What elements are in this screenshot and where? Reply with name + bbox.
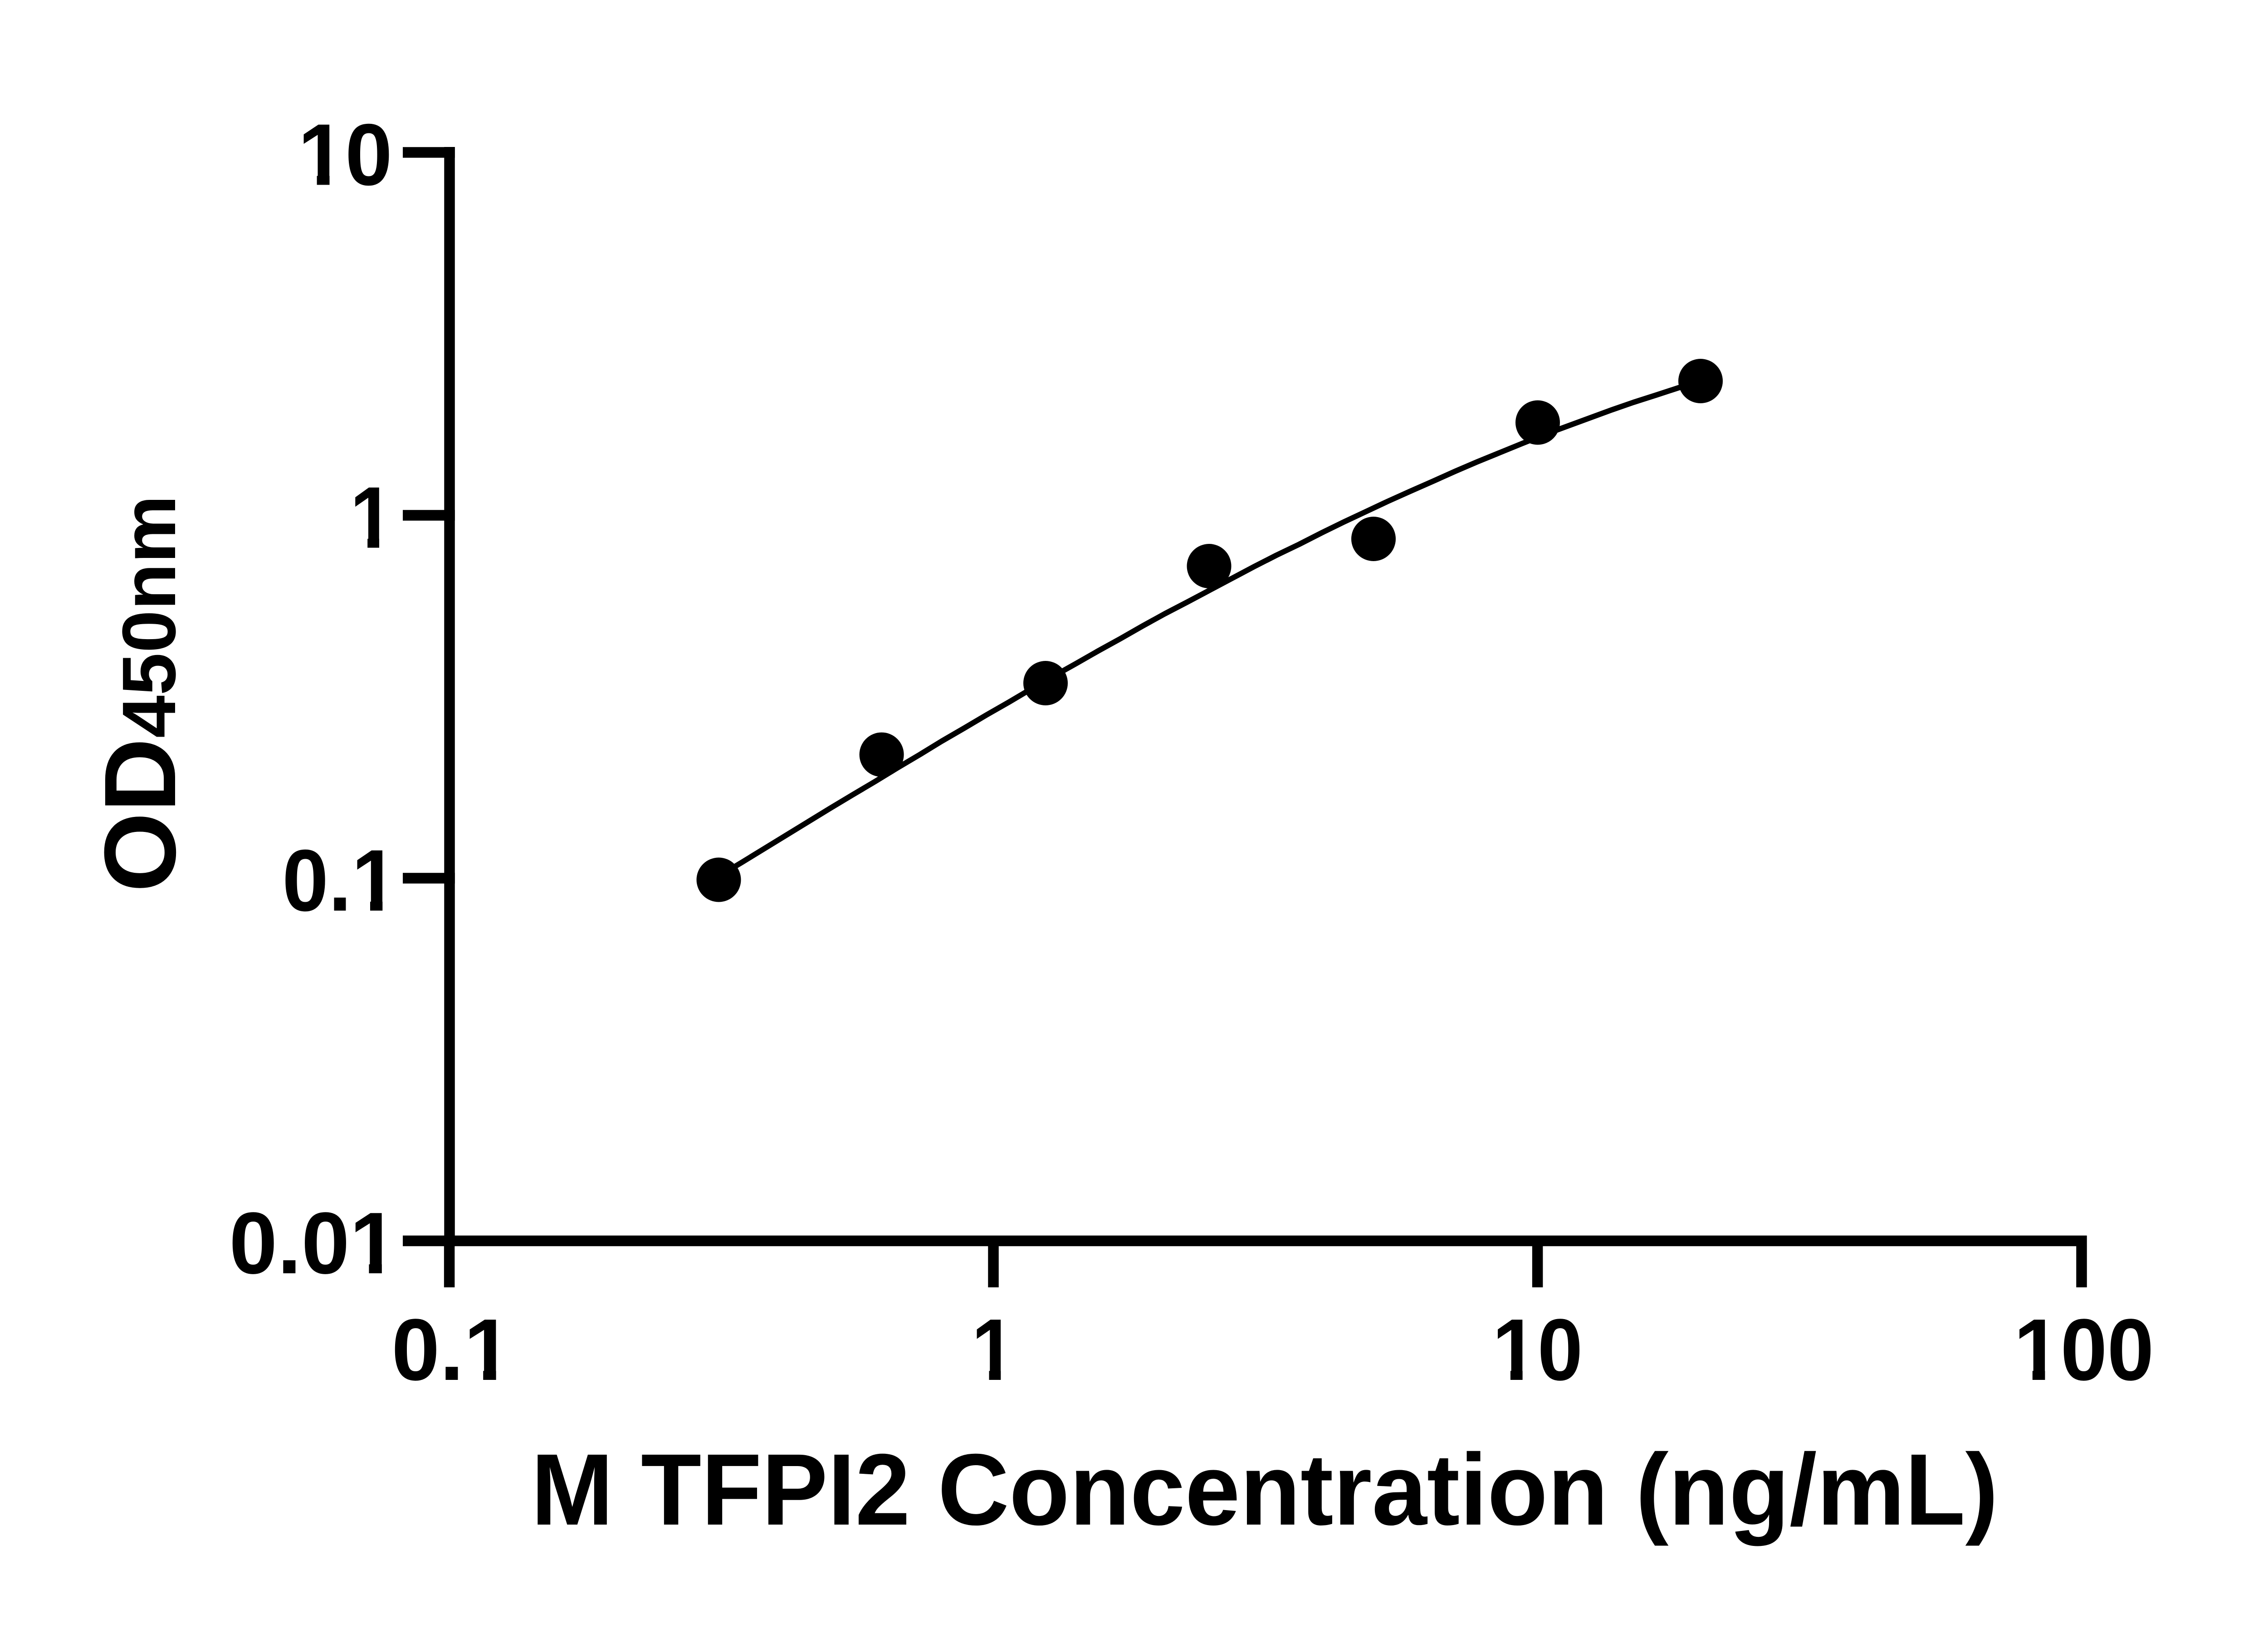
svg-text:1: 1 — [972, 1301, 1016, 1398]
svg-text:10: 10 — [1492, 1301, 1583, 1398]
svg-text:0.1: 0.1 — [282, 831, 398, 929]
svg-text:M TFPI2 Concentration (ng/mL): M TFPI2 Concentration (ng/mL) — [531, 1433, 1999, 1546]
svg-text:100: 100 — [2014, 1301, 2154, 1399]
svg-text:0.1: 0.1 — [391, 1301, 512, 1398]
svg-text:1: 1 — [350, 469, 394, 566]
svg-text:0.01: 0.01 — [229, 1194, 398, 1292]
svg-text:10: 10 — [298, 106, 392, 204]
